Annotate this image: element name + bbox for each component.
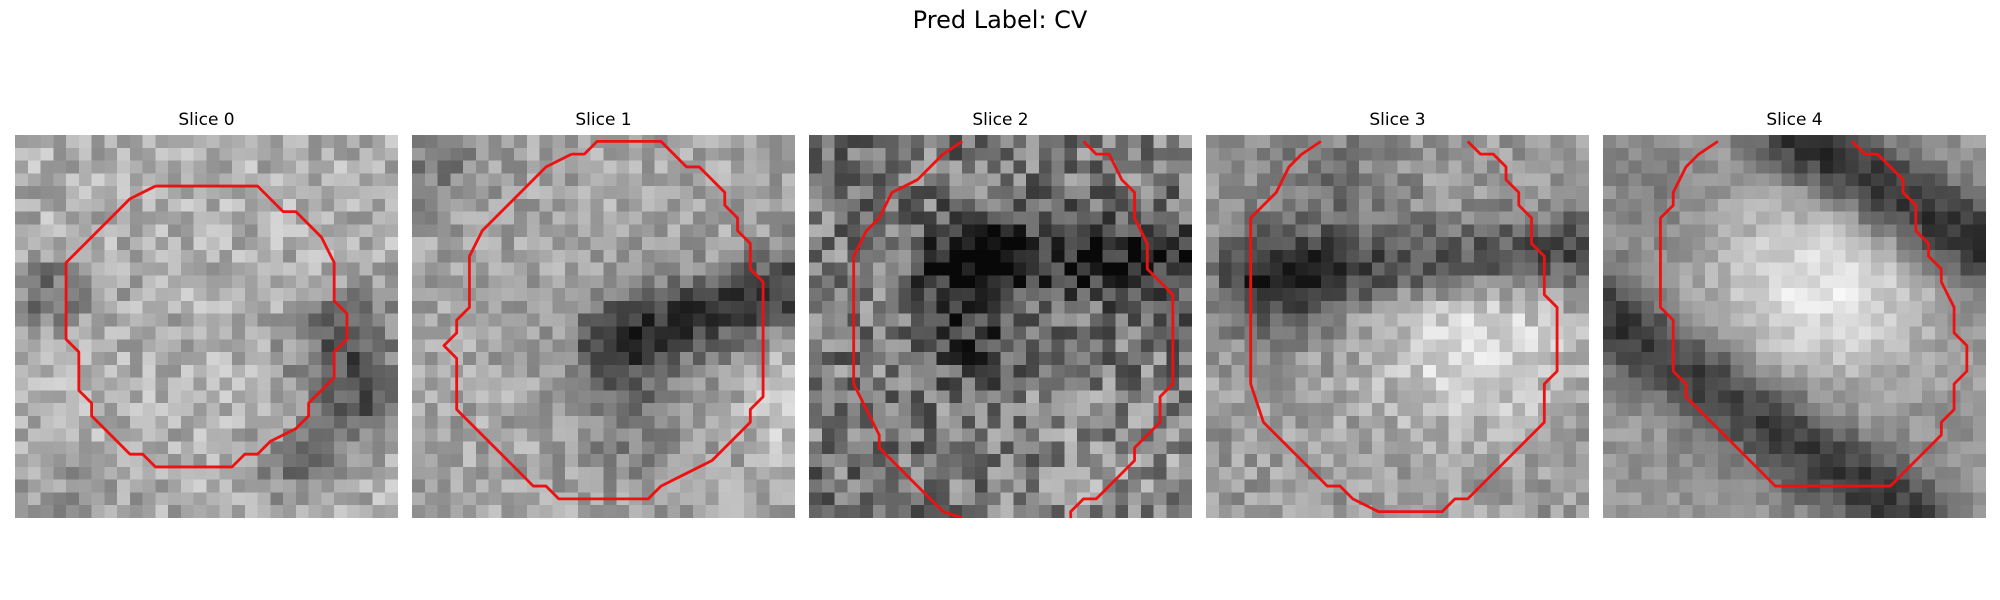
figure-title: Pred Label: CV (912, 6, 1088, 34)
pixel-grid-1 (412, 135, 795, 518)
slice-panel-4: Slice 4 (1603, 108, 1986, 518)
slice-panel-2: Slice 2 (809, 108, 1192, 518)
slice-image-3 (1206, 135, 1589, 518)
slice-title-2: Slice 2 (972, 110, 1029, 130)
slice-title-4: Slice 4 (1766, 110, 1823, 130)
pixel-grid-2 (809, 135, 1192, 518)
slice-panel-1: Slice 1 (412, 108, 795, 518)
contour-line-2-1 (1069, 140, 1175, 518)
contour-line-0-0 (64, 184, 349, 469)
contour-line-2-0 (852, 140, 963, 518)
slice-image-1 (412, 135, 795, 518)
contour-line-1-0 (442, 139, 765, 501)
slice-image-2 (809, 135, 1192, 518)
slice-image-4 (1603, 135, 1986, 518)
slice-panel-0: Slice 0 (15, 108, 398, 518)
pixel-grid-4 (1603, 135, 1986, 518)
slice-panel-3: Slice 3 (1206, 108, 1589, 518)
slice-title-3: Slice 3 (1369, 110, 1426, 130)
pixel-grid-0 (15, 135, 398, 518)
contour-line-3-0 (1249, 140, 1559, 514)
slice-title-0: Slice 0 (178, 110, 235, 130)
slice-title-1: Slice 1 (575, 110, 632, 130)
pixel-grid-3 (1206, 135, 1589, 518)
slice-image-0 (15, 135, 398, 518)
contour-line-4-0 (1659, 140, 1969, 488)
